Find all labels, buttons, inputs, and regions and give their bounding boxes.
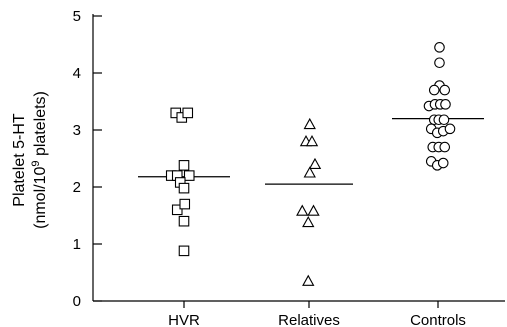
- y-axis-label-line1: Platelet 5-HT: [11, 113, 28, 207]
- y-tick-label: 4: [73, 65, 81, 82]
- circle-marker: [434, 42, 445, 53]
- square-marker: [178, 182, 190, 194]
- x-tick-label: Relatives: [278, 312, 340, 327]
- circle-marker: [439, 141, 451, 153]
- triangle-marker: [302, 215, 315, 228]
- y-axis-label-line2: (nmol/109 platelets): [30, 91, 49, 229]
- triangle-marker: [307, 204, 320, 216]
- y-axis-label-unit-prefix: (nmol/10: [32, 167, 49, 229]
- square-marker: [171, 204, 183, 216]
- y-axis-label-unit-superscript: 9: [30, 161, 42, 167]
- data-points: [165, 42, 456, 286]
- chart-axes: [92, 14, 505, 302]
- square-marker: [179, 198, 191, 210]
- circle-marker: [437, 157, 449, 169]
- y-tick-label: 3: [73, 122, 81, 139]
- circle-marker: [440, 99, 451, 110]
- square-marker: [183, 170, 195, 181]
- square-marker: [178, 160, 190, 171]
- circle-marker: [439, 84, 451, 96]
- x-axis-ticks: HVR Relatives Controls: [168, 301, 466, 327]
- y-tick-label: 1: [73, 236, 81, 253]
- y-tick-label: 2: [73, 179, 81, 196]
- x-tick-label: Controls: [410, 312, 466, 327]
- square-marker: [178, 245, 190, 257]
- triangle-marker: [303, 166, 316, 178]
- square-marker: [178, 215, 190, 227]
- triangle-marker: [302, 274, 315, 286]
- triangle-marker: [305, 135, 319, 147]
- y-axis-ticks: 0 1 2 3 4 5: [73, 8, 102, 310]
- circle-marker: [428, 84, 440, 96]
- circle-marker: [444, 123, 456, 135]
- circle-marker: [438, 114, 450, 126]
- x-tick-label: HVR: [168, 312, 200, 327]
- y-tick-label: 0: [73, 293, 81, 310]
- triangle-marker: [303, 117, 316, 130]
- y-axis-label-unit-suffix: platelets): [32, 91, 49, 160]
- circle-marker: [434, 57, 445, 69]
- triangle-marker: [308, 157, 322, 169]
- y-tick-label: 5: [73, 8, 81, 25]
- square-marker: [182, 107, 194, 119]
- y-axis-label: Platelet 5-HT (nmol/109 platelets): [11, 91, 49, 229]
- triangle-marker: [296, 204, 309, 216]
